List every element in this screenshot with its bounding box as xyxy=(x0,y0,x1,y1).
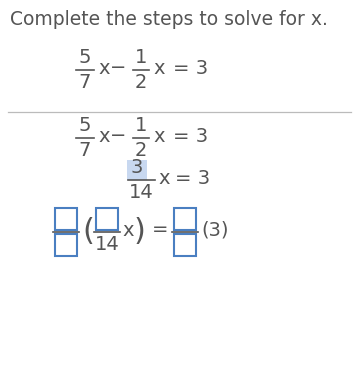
Text: 7: 7 xyxy=(79,73,91,92)
Bar xyxy=(96,208,118,230)
Text: ): ) xyxy=(134,217,146,247)
Bar xyxy=(55,234,77,256)
Bar xyxy=(174,234,196,256)
Text: 14: 14 xyxy=(129,183,153,202)
FancyBboxPatch shape xyxy=(127,160,147,180)
Text: = 3: = 3 xyxy=(175,168,210,187)
Text: =: = xyxy=(152,220,168,239)
Bar xyxy=(55,208,77,230)
Text: (: ( xyxy=(82,217,94,247)
Text: 2: 2 xyxy=(135,141,147,160)
Text: x: x xyxy=(98,127,109,146)
Text: x: x xyxy=(122,220,134,239)
Bar xyxy=(174,208,196,230)
Text: 1: 1 xyxy=(135,116,147,135)
Text: 2: 2 xyxy=(135,73,147,92)
Text: (3): (3) xyxy=(201,220,228,239)
Text: −: − xyxy=(110,127,126,146)
Text: 5: 5 xyxy=(79,116,91,135)
Text: 5: 5 xyxy=(79,48,91,67)
Text: 7: 7 xyxy=(79,141,91,160)
Text: 14: 14 xyxy=(95,235,120,254)
Text: 1: 1 xyxy=(135,48,147,67)
Text: 3: 3 xyxy=(131,158,143,177)
Text: −: − xyxy=(110,59,126,78)
Text: x: x xyxy=(158,168,169,187)
Text: Complete the steps to solve for x.: Complete the steps to solve for x. xyxy=(10,10,328,29)
Text: x: x xyxy=(153,59,164,78)
Text: = 3: = 3 xyxy=(173,59,208,78)
Text: = 3: = 3 xyxy=(173,127,208,146)
Text: x: x xyxy=(98,59,109,78)
Text: x: x xyxy=(153,127,164,146)
